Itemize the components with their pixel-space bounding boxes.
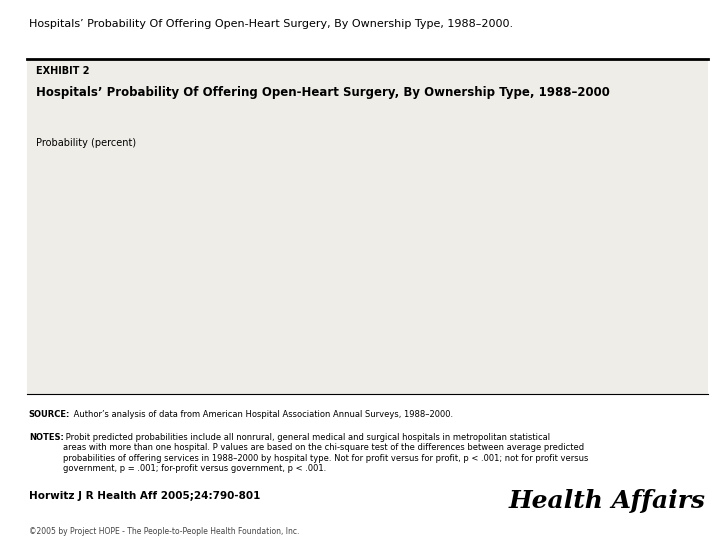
Text: NOTES:: NOTES: [29, 433, 63, 442]
Text: Horwitz J R Health Aff 2005;24:790-801: Horwitz J R Health Aff 2005;24:790-801 [29, 491, 260, 502]
Text: Hospitals’ Probability Of Offering Open-Heart Surgery, By Ownership Type, 1988–2: Hospitals’ Probability Of Offering Open-… [36, 86, 610, 99]
Text: Government: Government [283, 315, 354, 336]
Text: ©2005 by Project HOPE - The People-to-People Health Foundation, Inc.: ©2005 by Project HOPE - The People-to-Pe… [29, 526, 300, 536]
Text: For profit: For profit [251, 224, 331, 244]
Text: Probability (percent): Probability (percent) [36, 138, 136, 148]
Text: Author’s analysis of data from American Hospital Association Annual Surveys, 198: Author’s analysis of data from American … [71, 410, 453, 420]
Text: SOURCE:: SOURCE: [29, 410, 70, 420]
Text: Not-for-profit: Not-for-profit [126, 280, 202, 299]
Text: Health Affairs: Health Affairs [508, 489, 706, 513]
Text: Hospitals’ Probability Of Offering Open-Heart Surgery, By Ownership Type, 1988–2: Hospitals’ Probability Of Offering Open-… [29, 19, 513, 29]
Text: Probit predicted probabilities include all nonrural, general medical and surgica: Probit predicted probabilities include a… [63, 433, 589, 473]
Text: EXHIBIT 2: EXHIBIT 2 [36, 66, 89, 76]
